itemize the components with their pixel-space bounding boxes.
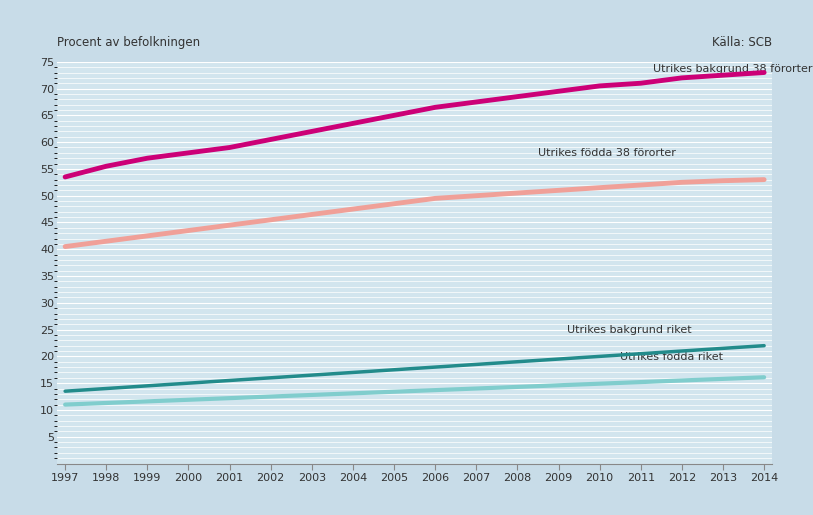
Text: Utrikes födda riket: Utrikes födda riket <box>620 352 724 362</box>
Text: Utrikes bakgrund 38 förorter: Utrikes bakgrund 38 förorter <box>653 64 813 75</box>
Text: Utrikes födda 38 förorter: Utrikes födda 38 förorter <box>538 148 676 158</box>
Text: Procent av befolkningen: Procent av befolkningen <box>57 36 200 49</box>
Text: Källa: SCB: Källa: SCB <box>712 36 772 49</box>
Text: Utrikes bakgrund riket: Utrikes bakgrund riket <box>567 325 691 335</box>
